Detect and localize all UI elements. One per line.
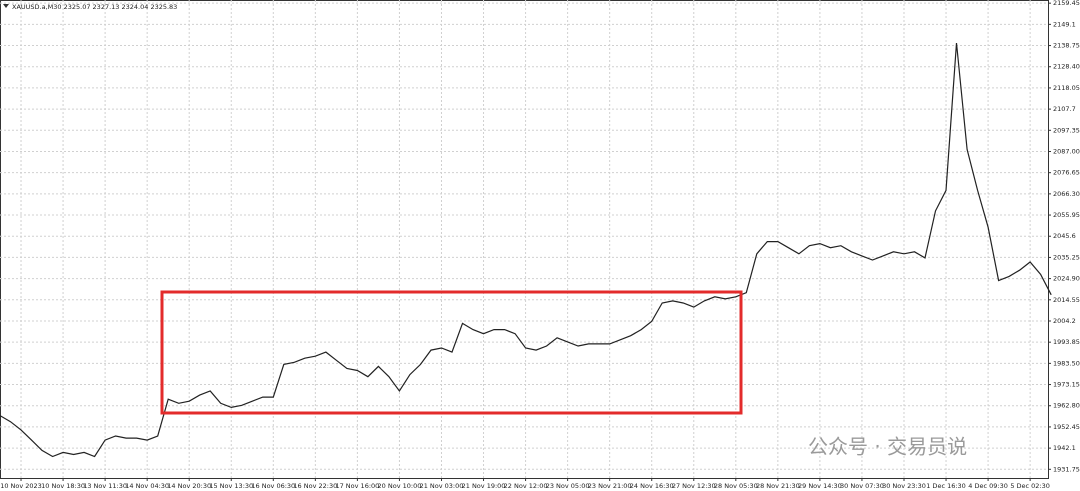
y-tick-label: 2066.30	[1053, 190, 1080, 198]
x-tick-label: 16 Nov 06:30	[251, 482, 295, 490]
x-tick-label: 21 Nov 19:00	[462, 482, 506, 490]
plot-frame	[0, 0, 1049, 479]
x-tick-label: 23 Nov 05:00	[546, 482, 590, 490]
highlight-box	[160, 290, 743, 415]
y-tick-label: 1973.15	[1053, 381, 1080, 389]
y-tick-label: 2128.40	[1053, 63, 1080, 71]
x-tick-label: 22 Nov 12:00	[504, 482, 548, 490]
x-tick-label: 28 Nov 21:30	[756, 482, 800, 490]
x-tick-label: 4 Dec 09:30	[968, 482, 1008, 490]
x-tick-label: 13 Nov 11:30	[83, 482, 127, 490]
y-tick-label: 2014.55	[1053, 296, 1080, 304]
y-tick-label: 2107.7	[1053, 105, 1076, 113]
x-tick-label: 1 Dec 16:30	[926, 482, 966, 490]
y-tick-label: 2138.75	[1053, 42, 1080, 50]
y-tick-label: 1952.45	[1053, 423, 1080, 431]
y-tick-label: 2149.1	[1053, 20, 1076, 28]
y-tick-label: 2024.90	[1053, 275, 1080, 283]
y-tick-label: 1942.1	[1053, 444, 1076, 452]
y-tick-label: 2087.00	[1053, 147, 1080, 155]
x-tick-label: 10 Nov 18:30	[41, 482, 85, 490]
x-tick-label: 30 Nov 07:30	[840, 482, 884, 490]
x-tick-label: 5 Dec 02:30	[1010, 482, 1050, 490]
x-tick-label: 16 Nov 22:30	[293, 482, 337, 490]
x-tick-label: 10 Nov 2023	[0, 482, 42, 490]
x-tick-label: 21 Nov 03:00	[420, 482, 464, 490]
x-tick-label: 30 Nov 23:30	[882, 482, 926, 490]
y-tick-label: 2159.45	[1053, 0, 1080, 7]
y-tick-label: 2076.65	[1053, 169, 1080, 177]
y-tick-label: 2097.35	[1053, 126, 1080, 134]
y-tick-label: 1931.75	[1053, 465, 1080, 473]
x-tick-label: 14 Nov 20:30	[167, 482, 211, 490]
price-line	[0, 42, 1052, 458]
x-tick-label: 27 Nov 12:30	[672, 482, 716, 490]
chart-title: XAUUSD.a,M30 2325.07 2327.13 2324.04 232…	[12, 3, 177, 11]
x-tick-label: 24 Nov 16:30	[630, 482, 674, 490]
y-tick-label: 2118.05	[1053, 84, 1080, 92]
x-tick-label: 14 Nov 04:30	[125, 482, 169, 490]
watermark: 公众号 · 交易员说	[808, 435, 967, 459]
x-tick-label: 29 Nov 14:30	[798, 482, 842, 490]
x-tick-label: 20 Nov 10:00	[378, 482, 422, 490]
y-tick-label: 2055.95	[1053, 211, 1080, 219]
collapse-arrow	[3, 4, 9, 8]
x-tick-label: 17 Nov 16:00	[335, 482, 379, 490]
y-tick-label: 1962.80	[1053, 402, 1080, 410]
y-tick-label: 2004.2	[1053, 317, 1076, 325]
y-tick-label: 2035.25	[1053, 253, 1080, 261]
x-tick-label: 28 Nov 05:30	[714, 482, 758, 490]
y-tick-label: 1983.50	[1053, 359, 1080, 367]
y-tick-label: 2045.6	[1053, 232, 1076, 240]
y-tick-label: 1993.85	[1053, 338, 1080, 346]
x-tick-label: 15 Nov 13:30	[209, 482, 253, 490]
x-tick-label: 23 Nov 21:00	[588, 482, 632, 490]
